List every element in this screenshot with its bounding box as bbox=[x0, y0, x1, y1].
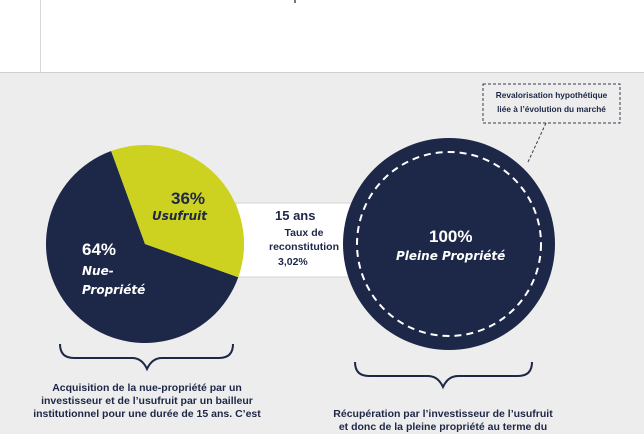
full-ownership-circle bbox=[343, 138, 555, 350]
ownership-diagram: 36% Usufruit 64% Nue- Propriété 15 ans T… bbox=[0, 72, 644, 433]
right-caption: Récupération par l’investisseur de l’usu… bbox=[333, 408, 553, 433]
rate-label: Taux de reconstitution bbox=[269, 227, 339, 253]
pie-slice-usufruct bbox=[111, 145, 244, 278]
callout-text: Revalorisation hypothétique liée à l’évo… bbox=[495, 90, 608, 114]
header-divider bbox=[40, 0, 41, 72]
callout-leader-line bbox=[527, 122, 547, 163]
usufruct-label: Usufruit bbox=[152, 209, 207, 223]
top-header-bar bbox=[0, 0, 644, 73]
callout-box bbox=[482, 83, 621, 124]
usufruct-percent: 36% bbox=[171, 189, 206, 208]
left-brace bbox=[59, 343, 234, 372]
bare-ownership-percent: 64% bbox=[82, 240, 117, 259]
full-ownership-percent: 100% bbox=[429, 227, 473, 246]
diagram-canvas bbox=[45, 83, 621, 390]
pie-slice-bare-ownership bbox=[45, 150, 239, 343]
header-mark bbox=[294, 0, 296, 3]
bare-ownership-label: Nue- Propriété bbox=[82, 264, 146, 297]
market-revaluation-dashed-ring bbox=[356, 151, 542, 337]
full-ownership-label: Pleine Propriété bbox=[396, 249, 506, 263]
pie-chart bbox=[45, 145, 244, 343]
right-brace bbox=[354, 361, 533, 390]
left-caption: Acquisition de la nue-propriété par un i… bbox=[33, 382, 261, 420]
rate-value: 3,02% bbox=[278, 256, 308, 268]
duration-label: 15 ans bbox=[275, 208, 316, 223]
